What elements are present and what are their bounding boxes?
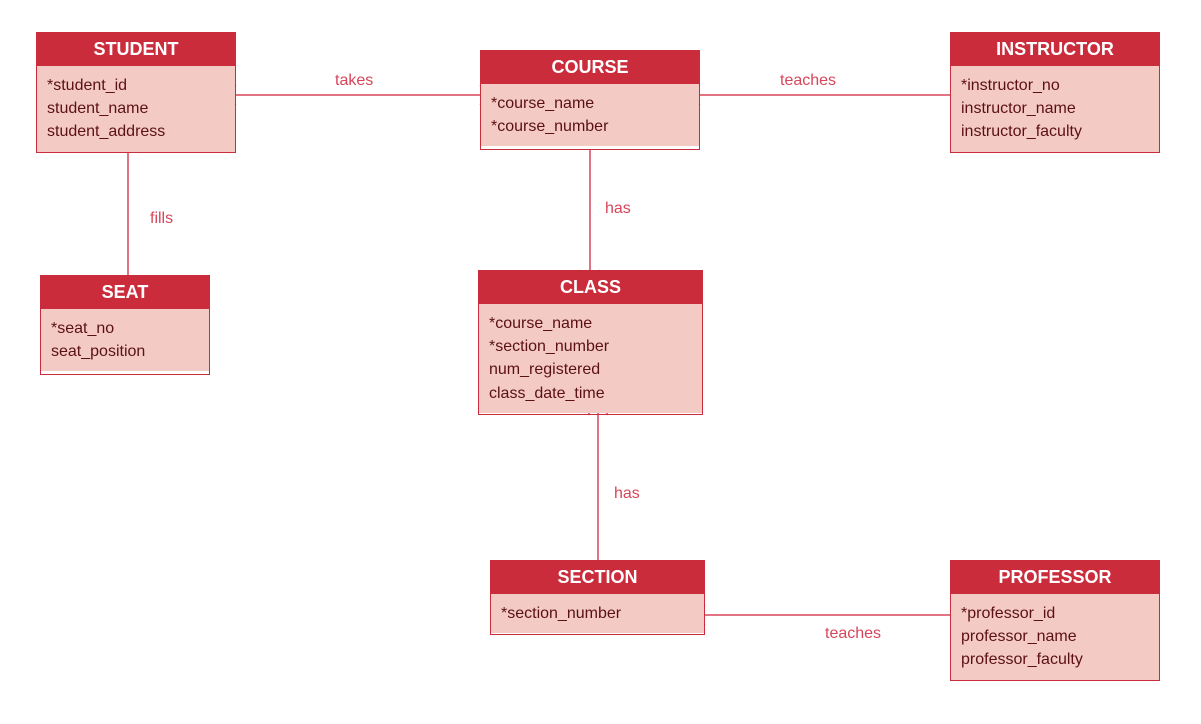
entity-class-body: *course_name*section_numbernum_registere… — [479, 304, 702, 413]
entity-class-attr: num_registered — [489, 358, 692, 381]
entity-professor-attr: *professor_id — [961, 602, 1149, 625]
entity-section: SECTION *section_number — [490, 560, 705, 635]
entity-seat-attr: *seat_no — [51, 317, 199, 340]
entity-professor-body: *professor_idprofessor_nameprofessor_fac… — [951, 594, 1159, 680]
entity-professor-attr: professor_faculty — [961, 648, 1149, 671]
entity-section-attr: *section_number — [501, 602, 694, 625]
rel-label-fills: fills — [150, 210, 173, 228]
entity-seat-body: *seat_noseat_position — [41, 309, 209, 371]
entity-student-attr: *student_id — [47, 74, 225, 97]
rel-label-has2: has — [614, 485, 640, 503]
entity-student: STUDENT*student_idstudent_namestudent_ad… — [36, 32, 236, 153]
entity-instructor-body: *instructor_noinstructor_nameinstructor_… — [951, 66, 1159, 152]
entity-class-attr: *section_number — [489, 335, 692, 358]
entity-student-body: *student_idstudent_namestudent_address — [37, 66, 235, 152]
entity-student-title: STUDENT — [37, 33, 235, 66]
entity-seat-title: SEAT — [41, 276, 209, 309]
entity-section-title: SECTION — [491, 561, 704, 594]
rel-label-has1: has — [605, 200, 631, 218]
entity-course-attr: *course_number — [491, 115, 689, 138]
entity-course-attr: *course_name — [491, 92, 689, 115]
entity-class-attr: *course_name — [489, 312, 692, 335]
entity-class-attr: class_date_time — [489, 382, 692, 405]
entity-professor-title: PROFESSOR — [951, 561, 1159, 594]
entity-course: COURSE*course_name*course_number — [480, 50, 700, 150]
entity-professor: PROFESSOR*professor_idprofessor_nameprof… — [950, 560, 1160, 681]
entity-instructor-attr: instructor_faculty — [961, 120, 1149, 143]
entity-class: CLASS*course_name*section_numbernum_regi… — [478, 270, 703, 415]
rel-label-teaches2: teaches — [825, 625, 881, 643]
entity-seat-attr: seat_position — [51, 340, 199, 363]
entity-seat: SEAT*seat_noseat_position — [40, 275, 210, 375]
entity-class-title: CLASS — [479, 271, 702, 304]
entity-student-attr: student_address — [47, 120, 225, 143]
rel-label-teaches1: teaches — [780, 72, 836, 90]
entity-course-body: *course_name*course_number — [481, 84, 699, 146]
entity-instructor: INSTRUCTOR*instructor_noinstructor_namei… — [950, 32, 1160, 153]
entity-section-body: *section_number — [491, 594, 704, 633]
entity-instructor-title: INSTRUCTOR — [951, 33, 1159, 66]
entity-professor-attr: professor_name — [961, 625, 1149, 648]
entity-instructor-attr: instructor_name — [961, 97, 1149, 120]
entity-instructor-attr: *instructor_no — [961, 74, 1149, 97]
rel-label-takes: takes — [335, 72, 373, 90]
entity-student-attr: student_name — [47, 97, 225, 120]
entity-course-title: COURSE — [481, 51, 699, 84]
